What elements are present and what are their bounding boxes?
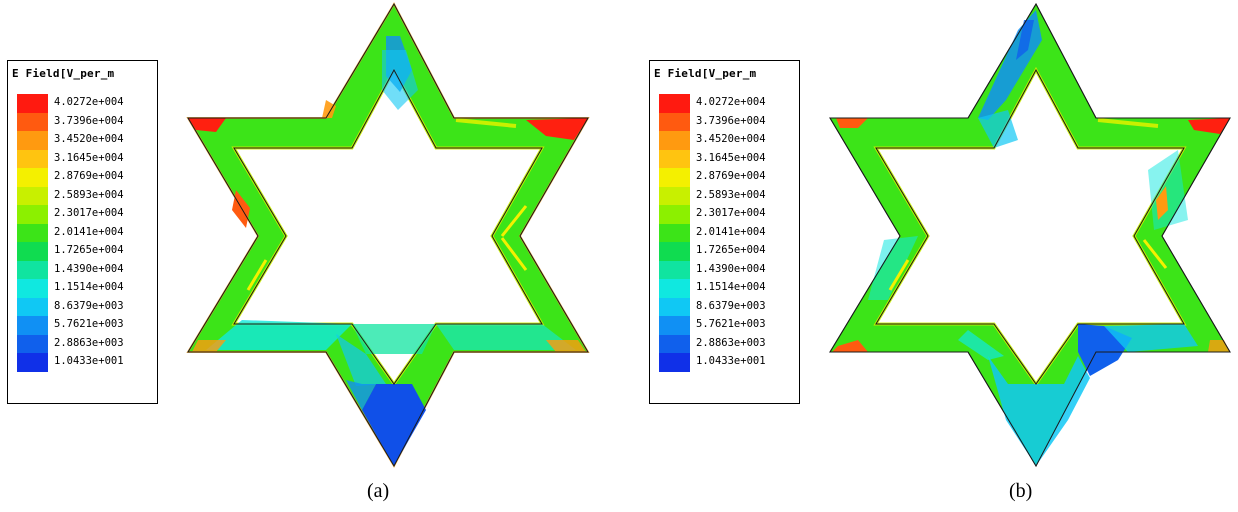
legend-swatch: [17, 223, 48, 242]
legend-swatch: [17, 168, 48, 187]
caption-a: (a): [367, 480, 390, 502]
legend-value: 5.7621e+003: [54, 318, 124, 330]
legend-title: E Field[V_per_m: [654, 67, 757, 80]
legend-value: 1.0433e+001: [696, 355, 766, 367]
color-legend-a: E Field[V_per_m 4.0272e+004 3.7396e+004 3.…: [7, 60, 158, 404]
legend-value: 4.0272e+004: [54, 96, 124, 108]
legend-value: 2.0141e+004: [696, 225, 766, 238]
figure-panel-a: E Field[V_per_m 4.0272e+004 3.7396e+004 3.…: [7, 1, 590, 502]
legend-swatch: [17, 334, 48, 353]
legend-value: 1.0433e+001: [54, 355, 124, 367]
legend-swatch: [659, 260, 690, 279]
legend-swatch: [659, 223, 690, 242]
legend-value: 4.0272e+004: [696, 96, 766, 108]
legend-swatch: [659, 205, 690, 224]
legend-swatch: [17, 279, 48, 298]
star-field-plot-b: [829, 2, 1231, 468]
color-legend-b: E Field[V_per_m 4.0272e+004 3.7396e+004 3.…: [649, 60, 800, 404]
legend-value: 8.6379e+003: [696, 299, 766, 312]
legend-swatch: [17, 186, 48, 205]
legend-swatch: [659, 279, 690, 298]
legend-value: 2.5893e+004: [696, 188, 766, 201]
legend-value: 2.8769e+004: [54, 170, 124, 182]
legend-swatch: [659, 353, 690, 372]
legend-swatch: [17, 131, 48, 150]
legend-value: 2.3017e+004: [696, 207, 766, 219]
legend-value: 3.7396e+004: [54, 114, 124, 127]
legend-value: 3.1645e+004: [696, 151, 766, 164]
legend-value: 1.1514e+004: [54, 281, 124, 293]
legend-swatch: [17, 242, 48, 261]
legend-swatch: [17, 149, 48, 168]
legend-value: 3.4520e+004: [696, 133, 766, 145]
legend-swatch: [17, 353, 48, 372]
legend-value: 5.7621e+003: [696, 318, 766, 330]
legend-swatch: [659, 131, 690, 150]
legend-value: 1.7265e+004: [54, 244, 124, 256]
legend-swatch: [659, 297, 690, 316]
legend-swatch: [659, 168, 690, 187]
legend-title: E Field[V_per_m: [12, 67, 115, 80]
legend-swatch: [659, 112, 690, 131]
legend-swatch: [659, 334, 690, 353]
legend-value: 2.8769e+004: [696, 170, 766, 182]
legend-value: 1.7265e+004: [696, 244, 766, 256]
legend-swatch: [17, 316, 48, 335]
legend-value: 1.1514e+004: [696, 281, 766, 293]
legend-value: 1.4390e+004: [696, 262, 766, 275]
figure-panel-b: E Field[V_per_m 4.0272e+004 3.7396e+004 3.…: [642, 0, 1238, 512]
legend-value: 3.7396e+004: [696, 114, 766, 127]
legend-swatch: [659, 94, 690, 113]
legend-value: 3.1645e+004: [54, 151, 124, 164]
legend-swatch: [659, 242, 690, 261]
legend-swatch: [17, 112, 48, 131]
legend-value: 2.5893e+004: [54, 188, 124, 201]
legend-value: 2.0141e+004: [54, 225, 124, 238]
legend-swatch: [17, 94, 48, 113]
legend-swatch: [659, 149, 690, 168]
legend-value: 8.6379e+003: [54, 299, 124, 312]
legend-value: 3.4520e+004: [54, 133, 124, 145]
star-field-plot-a: [186, 1, 590, 469]
legend-value: 2.8863e+003: [54, 336, 124, 349]
legend-value: 2.8863e+003: [696, 336, 766, 349]
caption-b: (b): [1009, 480, 1033, 502]
legend-swatch: [659, 316, 690, 335]
legend-swatch: [17, 260, 48, 279]
legend-value: 1.4390e+004: [54, 262, 124, 275]
legend-value: 2.3017e+004: [54, 207, 124, 219]
legend-swatch: [659, 186, 690, 205]
legend-swatch: [17, 205, 48, 224]
legend-swatch: [17, 297, 48, 316]
